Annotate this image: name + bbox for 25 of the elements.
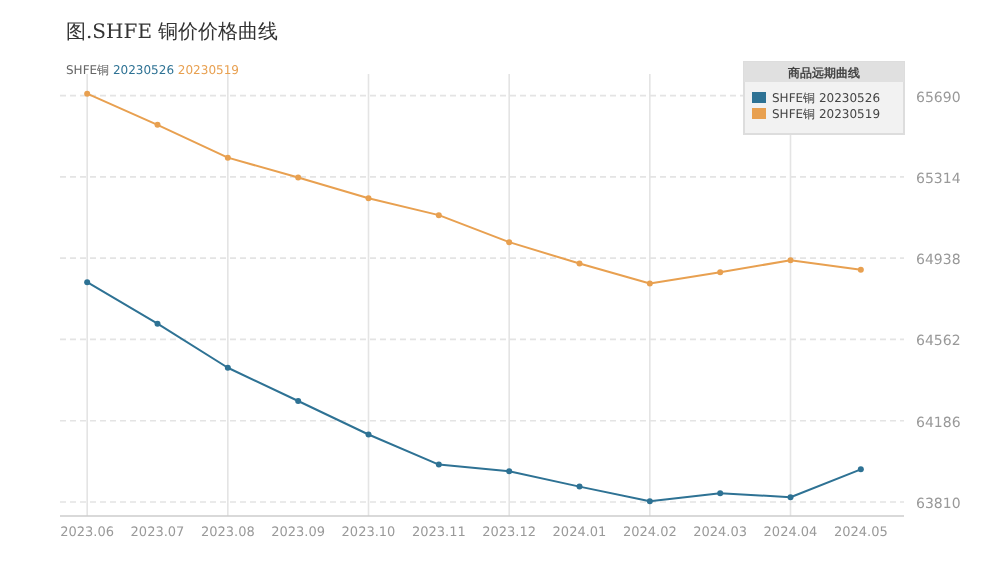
point bbox=[787, 257, 794, 264]
point bbox=[84, 279, 91, 286]
point bbox=[365, 431, 372, 438]
point bbox=[295, 174, 302, 181]
point bbox=[435, 461, 442, 468]
point bbox=[857, 466, 864, 473]
point bbox=[506, 468, 513, 475]
point bbox=[224, 364, 231, 371]
point bbox=[717, 490, 724, 497]
point bbox=[506, 239, 513, 246]
point bbox=[576, 483, 583, 490]
point bbox=[576, 260, 583, 267]
point bbox=[857, 266, 864, 273]
point bbox=[224, 154, 231, 161]
point bbox=[435, 212, 442, 219]
chart-title: 图.SHFE 铜价价格曲线 bbox=[66, 20, 279, 44]
point bbox=[154, 320, 161, 327]
point bbox=[365, 195, 372, 202]
point bbox=[787, 494, 794, 501]
point bbox=[646, 498, 653, 505]
point bbox=[295, 398, 302, 405]
point bbox=[154, 121, 161, 128]
point bbox=[646, 280, 653, 287]
point bbox=[717, 269, 724, 276]
point bbox=[84, 90, 91, 97]
